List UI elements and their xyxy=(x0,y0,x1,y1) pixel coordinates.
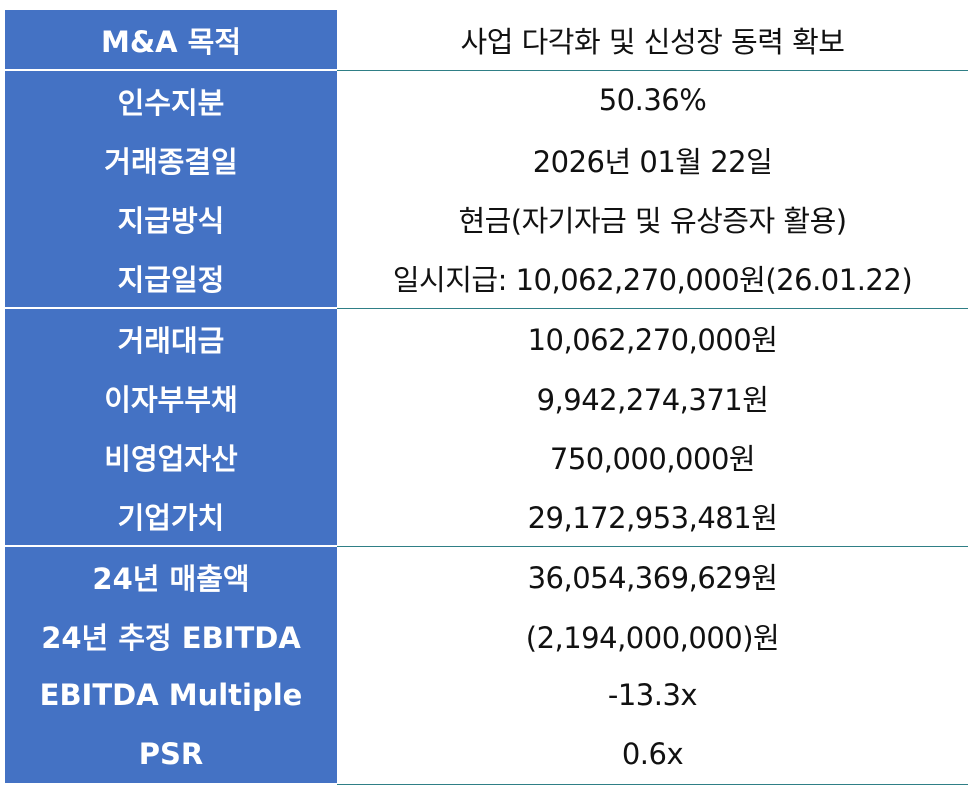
table-row: 지급일정 일시지급: 10,062,270,000원(26.01.22) xyxy=(5,248,968,309)
row-value: 9,942,274,371원 xyxy=(536,382,769,417)
row-label: 인수지분 xyxy=(5,70,337,130)
row-label: 지급일정 xyxy=(5,248,337,309)
row-value: 10,062,270,000원 xyxy=(527,323,778,358)
row-label: 거래종결일 xyxy=(5,130,337,189)
row-label: 비영업자산 xyxy=(5,427,337,486)
table-row: 지급방식 현금(자기자금 및 유상증자 활용) xyxy=(5,189,968,248)
table-row: M&A 목적 사업 다각화 및 신성장 동력 확보 xyxy=(5,10,968,71)
row-label: 거래대금 xyxy=(5,308,337,368)
table-row: 24년 추정 EBITDA (2,194,000,000)원 xyxy=(5,606,968,665)
table-row: 인수지분 50.36% xyxy=(5,70,968,130)
row-label: 24년 매출액 xyxy=(5,546,337,606)
row-value: -13.3x xyxy=(607,677,698,712)
row-label: 기업가치 xyxy=(5,486,337,547)
row-label: 이자부부채 xyxy=(5,368,337,427)
row-value: 사업 다각화 및 신성장 동력 확보 xyxy=(337,10,968,71)
row-label: 지급방식 xyxy=(5,189,337,248)
row-value: 36,054,369,629원 xyxy=(527,561,778,596)
row-value: (2,194,000,000)원 xyxy=(525,620,780,655)
table-row: 이자부부채 9,942,274,371원 xyxy=(5,368,968,427)
row-value: 50.36% xyxy=(598,83,707,118)
row-label: 24년 추정 EBITDA xyxy=(5,606,337,665)
table-row: 거래대금 10,062,270,000원 xyxy=(5,308,968,368)
row-value: 2026년 01월 22일 xyxy=(532,144,773,179)
row-value: 현금(자기자금 및 유상증자 활용) xyxy=(458,203,847,238)
row-value: 일시지급: 10,062,270,000원(26.01.22) xyxy=(337,248,968,309)
table-row: PSR 0.6x xyxy=(5,724,968,785)
row-value: 750,000,000원 xyxy=(549,441,756,476)
table-row: EBITDA Multiple -13.3x xyxy=(5,665,968,724)
deal-table: M&A 목적 사업 다각화 및 신성장 동력 확보 인수지분 50.36% 거래종결일 2… xyxy=(5,10,968,785)
row-value: 0.6x xyxy=(337,724,968,785)
row-value: 29,172,953,481원 xyxy=(337,486,968,547)
table-row: 기업가치 29,172,953,481원 xyxy=(5,486,968,547)
row-label: PSR xyxy=(5,724,337,785)
row-label: EBITDA Multiple xyxy=(5,665,337,724)
table-row: 24년 매출액 36,054,369,629원 xyxy=(5,546,968,606)
table-row: 거래종결일 2026년 01월 22일 xyxy=(5,130,968,189)
row-label: M&A 목적 xyxy=(5,10,337,71)
table-row: 비영업자산 750,000,000원 xyxy=(5,427,968,486)
